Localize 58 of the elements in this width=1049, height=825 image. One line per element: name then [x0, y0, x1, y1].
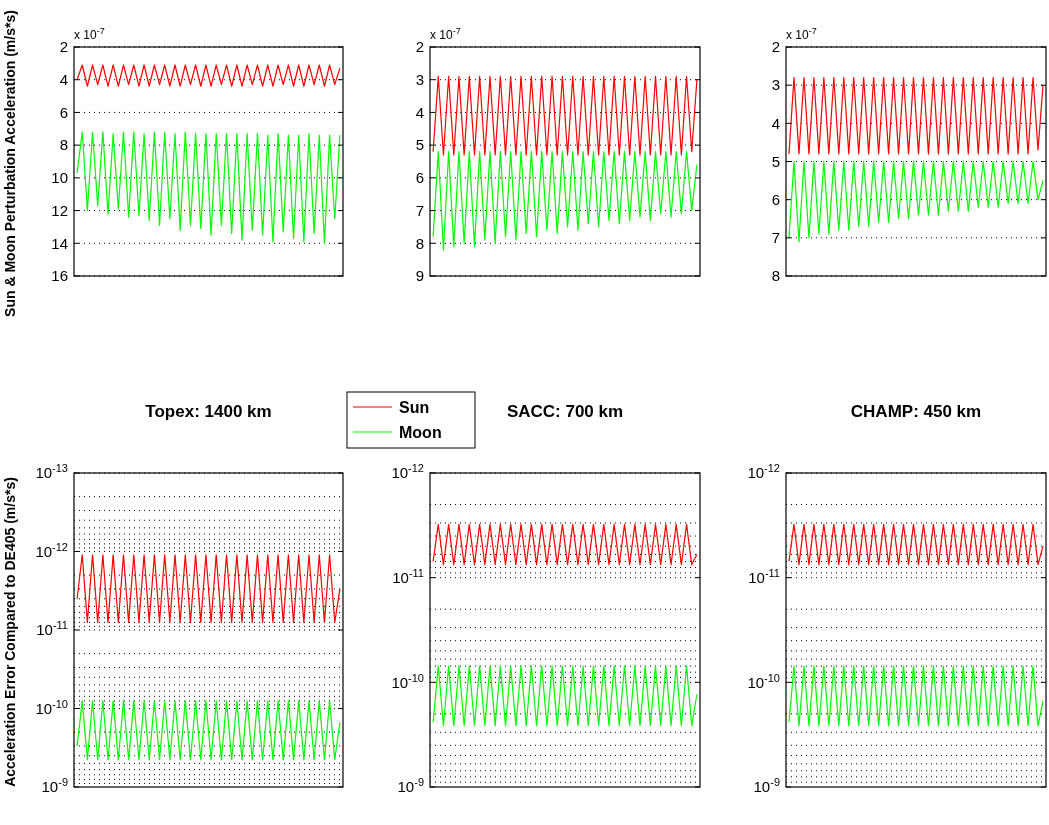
line-series [432, 523, 698, 566]
y-tick-label: 10$^{-12}$ [391, 462, 424, 482]
line-series [76, 64, 341, 87]
y-tick-label: 6 [415, 169, 424, 187]
y-tick-label: 9 [415, 267, 424, 285]
line-series [432, 151, 698, 251]
y-tick-label: 5 [771, 152, 780, 170]
y-tick-label: 10$^{-11}$ [392, 566, 424, 586]
y-tick-label: 2 [59, 38, 68, 56]
y-axis-title: Sun & Moon Perturbation Acceleration (m/s*s) [2, 10, 18, 317]
line-series [788, 665, 1044, 727]
line-series [432, 665, 698, 727]
legend-label: Sun [399, 399, 430, 416]
chart-title: CHAMP: 450 km [850, 402, 982, 421]
y-tick-label: 5 [415, 136, 424, 154]
y-tick-label: 10$^{-10}$ [747, 671, 780, 691]
y-tick-label: 10$^{-11}$ [36, 619, 68, 639]
y-tick-label: 10$^{-11}$ [748, 566, 780, 586]
y-tick-label: 10$^{-13}$ [35, 462, 68, 482]
y-tick-label: 8 [59, 136, 68, 154]
y-tick-label: 6 [771, 190, 780, 208]
y-tick-label: 2 [771, 38, 780, 56]
y-tick-label: 3 [771, 76, 780, 94]
legend-label: Moon [399, 424, 442, 441]
y-tick-label: 10$^{-12}$ [35, 540, 68, 560]
y-tick-label: 2 [415, 38, 424, 56]
y-tick-label: 7 [415, 201, 424, 219]
text: x 10$^{-7}$ [786, 26, 817, 42]
chart-title: SACC: 700 km [506, 402, 624, 421]
line-series [76, 131, 341, 244]
y-tick-label: 3 [415, 70, 424, 88]
y-tick-label: 7 [771, 229, 780, 247]
line-series [788, 523, 1044, 566]
y-tick-label: 10 [51, 169, 68, 187]
y-tick-label: 12 [51, 201, 68, 219]
y-tick-label: 10$^{-12}$ [747, 462, 780, 482]
text: x 10$^{-7}$ [430, 26, 461, 42]
y-tick-label: 10$^{-10}$ [35, 697, 68, 717]
chart-title: Topex: 1400 km [145, 402, 272, 421]
y-axis-title: Acceleration Error Compared to DE405 (m/s*s) [2, 477, 18, 787]
y-tick-label: 14 [51, 234, 68, 252]
y-tick-label: 10$^{-9}$ [753, 776, 780, 796]
line-series [432, 75, 698, 156]
text: x 10$^{-7}$ [74, 26, 105, 42]
y-tick-label: 6 [59, 103, 68, 121]
y-tick-label: 8 [771, 267, 780, 285]
y-tick-label: 8 [415, 234, 424, 252]
y-tick-label: 10$^{-9}$ [397, 776, 424, 796]
y-tick-label: 4 [59, 70, 68, 88]
y-tick-label: 10$^{-10}$ [391, 671, 424, 691]
line-series [76, 554, 341, 623]
y-tick-label: 10$^{-9}$ [41, 776, 68, 796]
y-tick-label: 4 [771, 114, 780, 132]
y-tick-label: 16 [51, 267, 68, 285]
line-series [788, 160, 1044, 243]
y-tick-label: 4 [415, 103, 424, 121]
line-series [76, 700, 341, 761]
line-series [788, 76, 1044, 155]
